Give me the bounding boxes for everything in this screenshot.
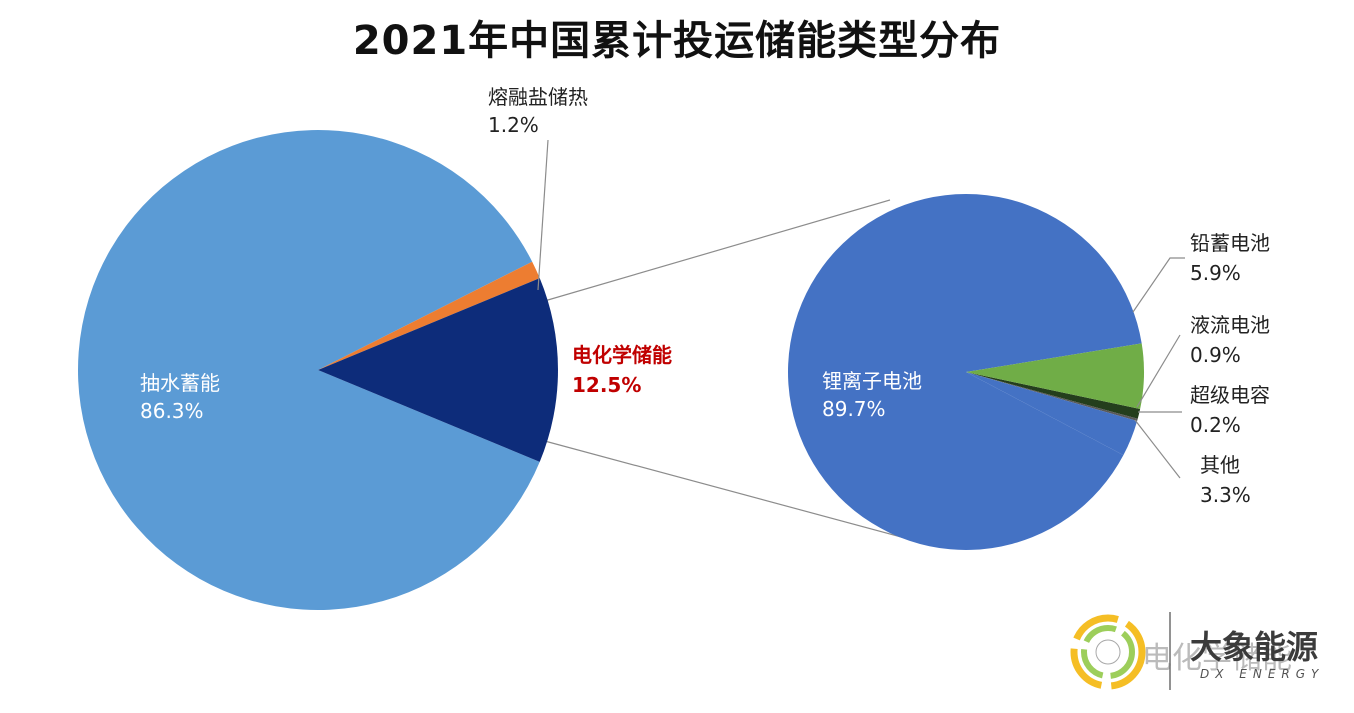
label-molten-salt-value: 1.2% <box>488 113 539 137</box>
watermark-brand-en: DX ENERGY <box>1200 667 1324 681</box>
label-molten-salt-name: 熔融盐储热 <box>488 85 588 109</box>
label-pumped-hydro-name: 抽水蓄能 <box>140 371 220 395</box>
slice-supercap <box>966 372 1138 421</box>
leader-lead-acid <box>1132 257 1185 313</box>
label-pumped-hydro-value: 86.3% <box>140 399 204 423</box>
watermark: 电化学储能 大象能源 DX ENERGY <box>1070 612 1324 690</box>
leader-other <box>1134 419 1181 479</box>
label-supercap-value: 0.2% <box>1190 413 1241 437</box>
connector-bottom <box>540 439 906 539</box>
slice-molten-salt <box>318 261 540 370</box>
slice-other <box>966 372 1138 456</box>
leader-flow <box>1136 334 1181 408</box>
label-electrochem-value: 12.5% <box>572 373 641 397</box>
slice-lithium <box>788 194 1142 551</box>
label-flow-name: 液流电池 <box>1190 313 1270 337</box>
label-lead-acid-value: 5.9% <box>1190 261 1241 285</box>
watermark-channel: 电化学储能 <box>1142 641 1292 676</box>
label-other-value: 3.3% <box>1200 483 1251 507</box>
brand-logo-icon <box>1070 614 1146 690</box>
watermark-brand: 大象能源 <box>1190 628 1318 666</box>
chart-title: 2021年中国累计投运储能类型分布 <box>352 18 1002 64</box>
label-electrochem-name: 电化学储能 <box>572 343 672 367</box>
sub-pie <box>788 194 1144 551</box>
label-lead-acid-name: 铅蓄电池 <box>1190 231 1270 255</box>
label-lithium-value: 89.7% <box>822 397 886 421</box>
slice-lead-acid <box>966 343 1144 410</box>
slice-electrochem <box>318 278 558 462</box>
main-pie <box>77 129 558 610</box>
slice-pumped-hydro <box>77 129 540 610</box>
leader-molten-salt <box>537 139 549 291</box>
connector-top <box>540 199 891 303</box>
slice-flow <box>966 372 1141 419</box>
label-lithium-name: 锂离子电池 <box>822 369 922 393</box>
label-supercap-name: 超级电容 <box>1190 383 1270 407</box>
label-flow-value: 0.9% <box>1190 343 1241 367</box>
label-other-name: 其他 <box>1200 453 1240 477</box>
